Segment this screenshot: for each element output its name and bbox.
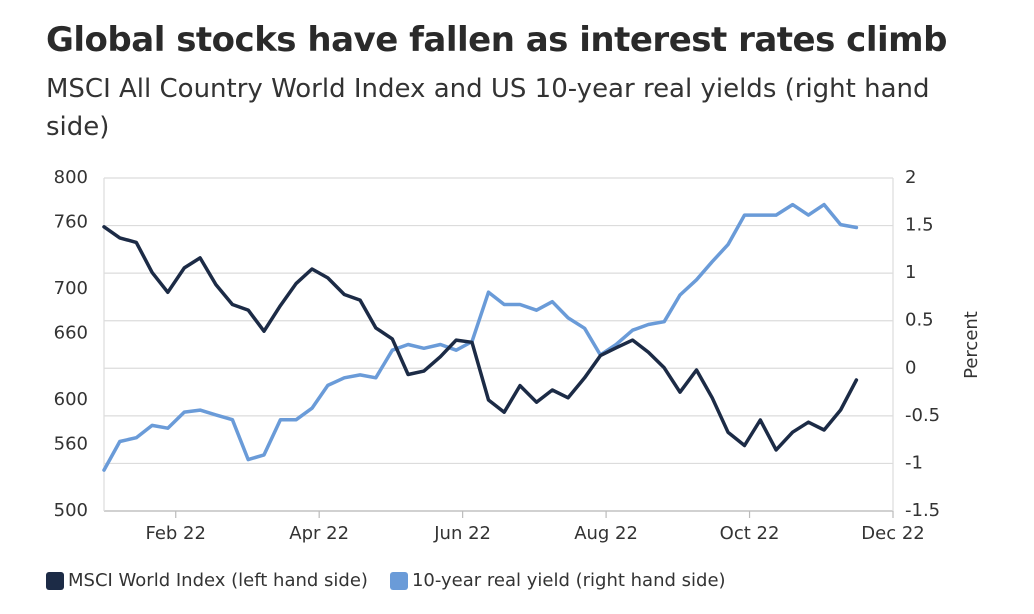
legend-swatch [46,571,64,590]
y-tick-label: 700 [54,278,88,299]
y2-tick-label: -1.5 [905,500,940,521]
y2-tick-label: 1 [905,262,916,283]
legend-label: MSCI World Index (left hand side) [68,570,368,591]
y2-tick-label: 0.5 [905,310,934,331]
y-tick-label: 660 [54,322,88,343]
y2-tick-label: 1.5 [905,215,934,236]
x-tick-label: Jun 22 [433,523,491,544]
series-line [102,202,859,472]
x-tick-label: Aug 22 [574,523,638,544]
series-line [102,225,859,452]
x-tick-label: Dec 22 [861,523,924,544]
y2-tick-label: 2 [905,167,916,188]
y2-axis-label: Percent [961,311,982,379]
legend-swatch [389,571,408,590]
chart-title: Global stocks have fallen as interest ra… [46,20,947,60]
y2-tick-label: 0 [905,357,916,378]
y2-tick-label: -1 [905,452,923,473]
y-tick-label: 560 [54,433,88,454]
y-tick-label: 600 [54,389,88,410]
y-tick-label: 500 [54,500,88,521]
y2-tick-label: -0.5 [905,405,940,426]
x-tick-label: Feb 22 [145,523,206,544]
chart-subtitle: MSCI All Country World Index and US 10-y… [46,74,930,142]
legend-item: MSCI World Index (left hand side) [46,570,368,591]
legend-label: 10-year real yield (right hand side) [411,570,726,591]
y-tick-label: 800 [54,167,88,188]
x-tick-label: Oct 22 [720,523,780,544]
legend-item: 10-year real yield (right hand side) [389,570,726,591]
y-tick-label: 760 [54,211,88,232]
legend: MSCI World Index (left hand side) 10-year… [46,570,726,591]
x-tick-label: Apr 22 [289,523,349,544]
